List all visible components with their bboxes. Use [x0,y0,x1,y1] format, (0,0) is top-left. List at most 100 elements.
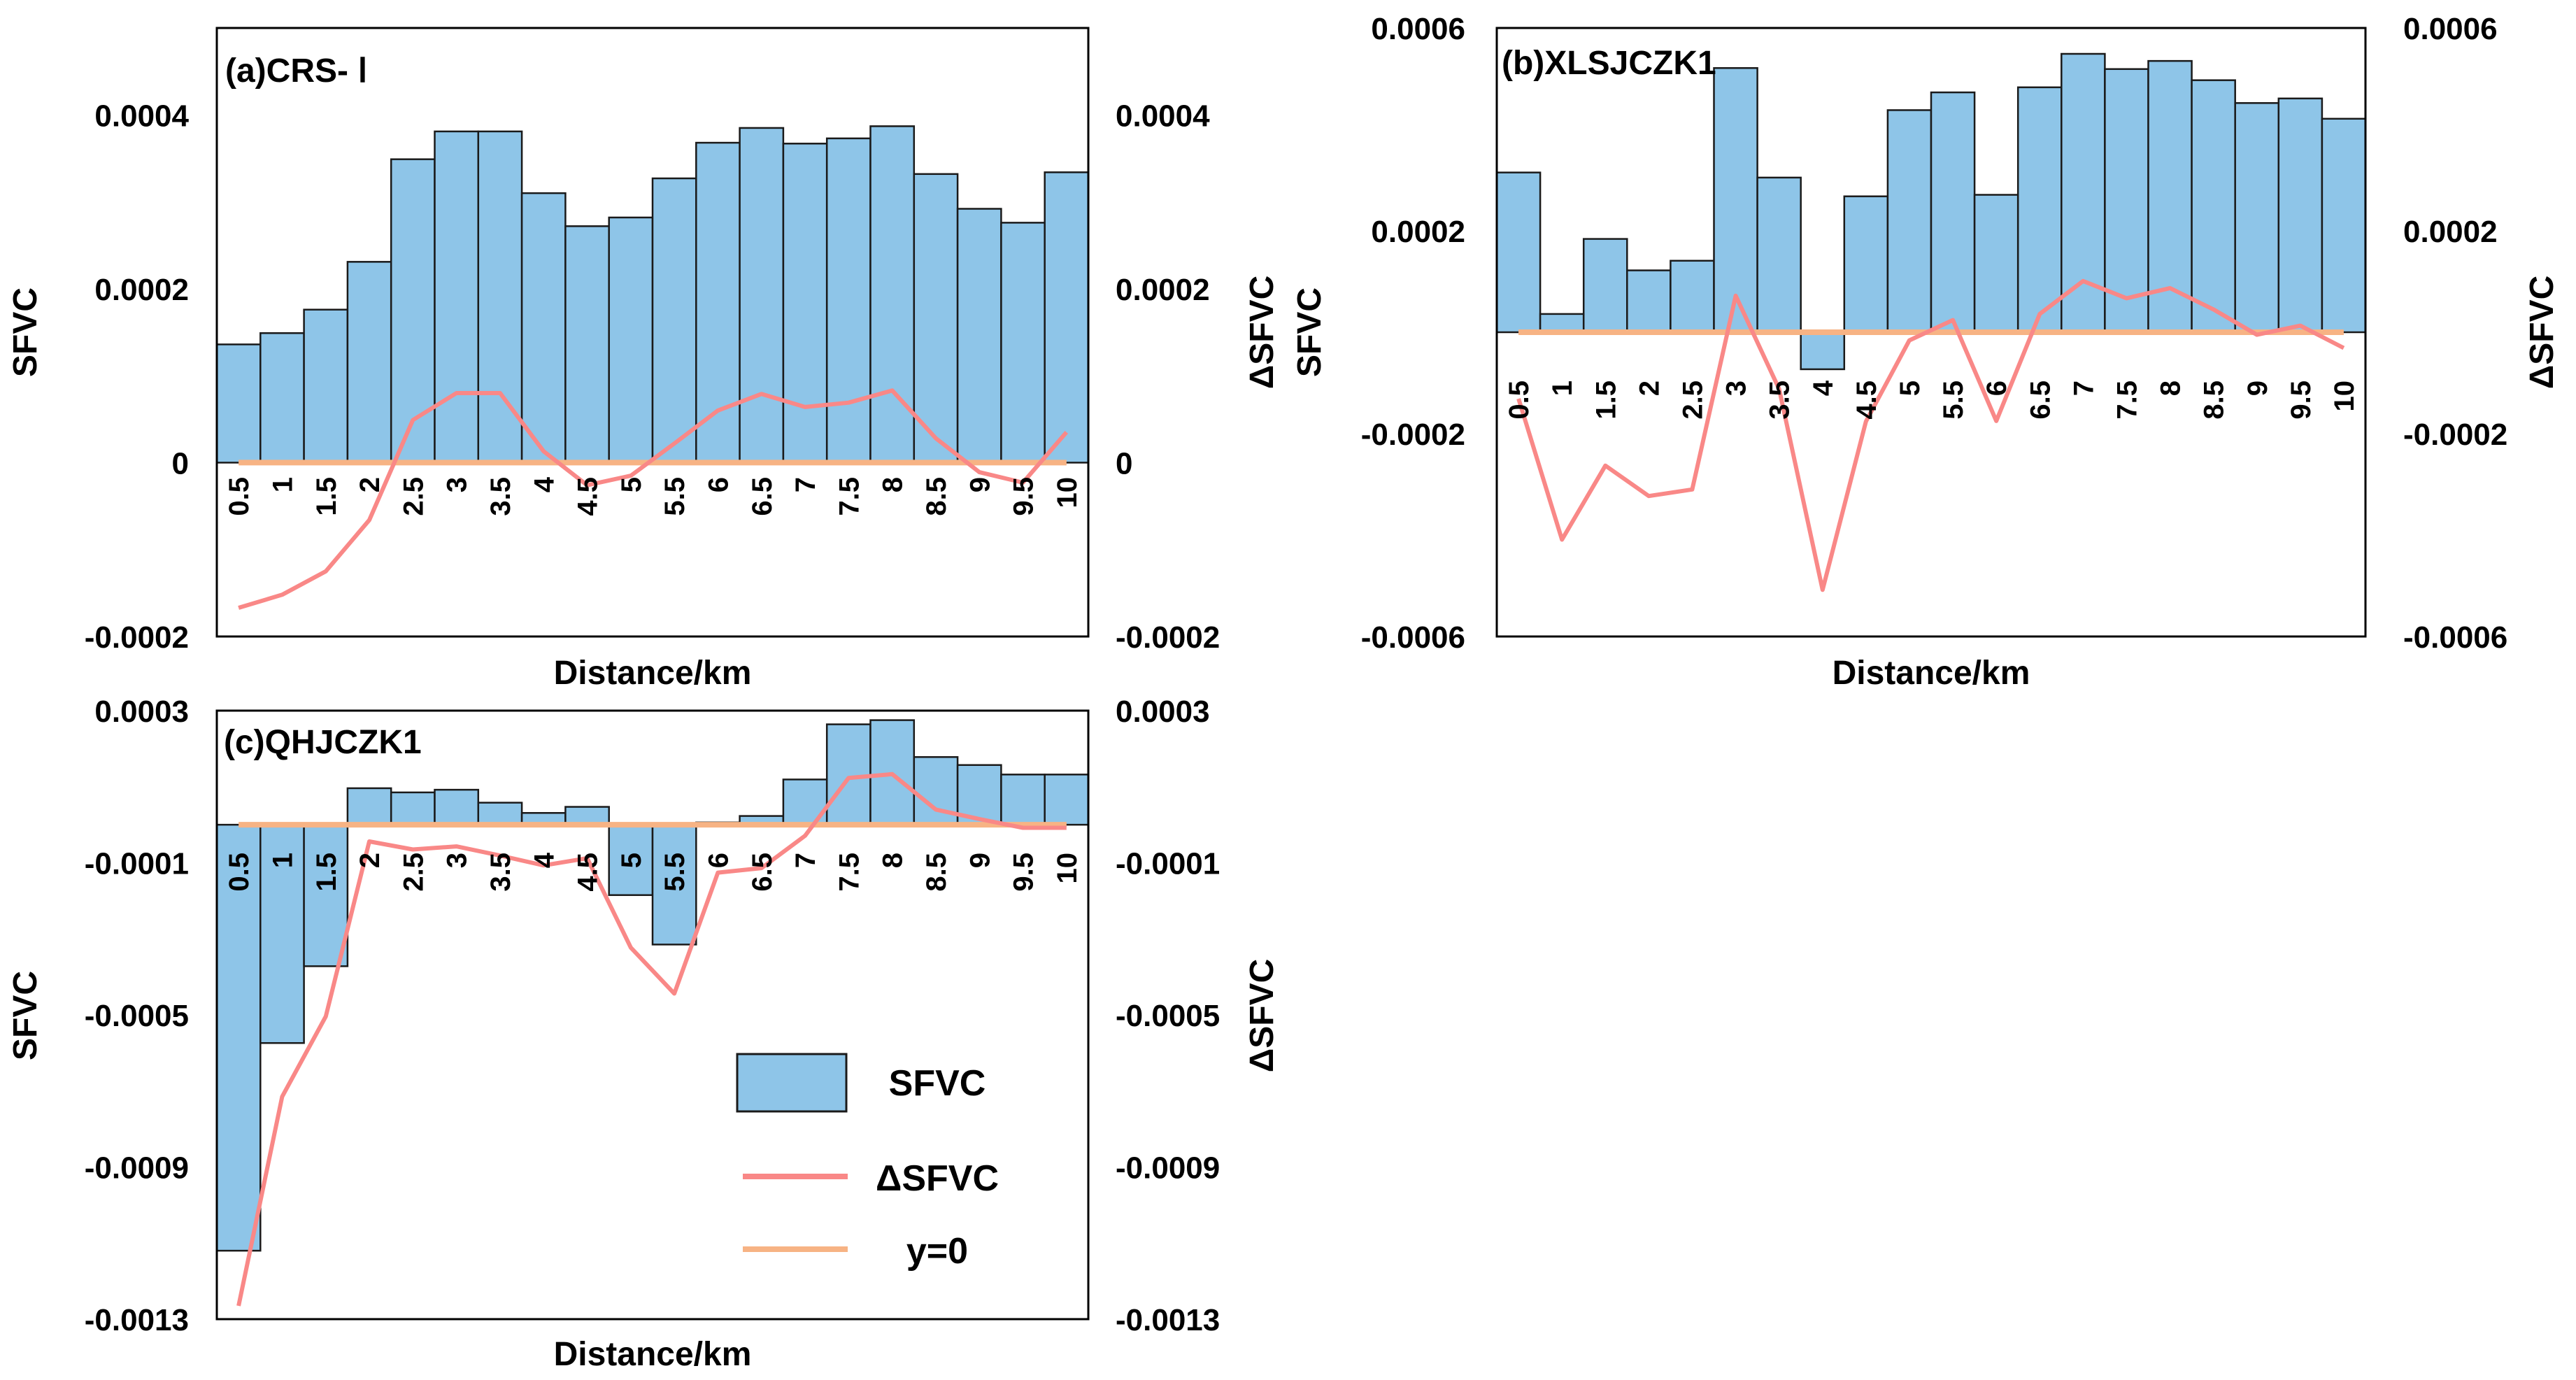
panel-c-x-tick-10: 10 [1052,853,1083,884]
panel-a-bars [215,125,1090,464]
panel-c-y-tick: -0.0009 [85,1151,189,1186]
panel-b-x-tick-6.5: 6.5 [2025,380,2056,420]
panel-b-bar-6 [1973,194,2019,334]
panel-a-x-tick-5.5: 5.5 [660,477,690,516]
panel-a-bar-0.5 [215,343,262,464]
panel-b-bar-2 [1626,269,1672,334]
panel-c-bar-0.5 [215,823,262,1252]
panel-c-x-tick-6.5: 6.5 [747,853,778,892]
panel-c-x-tick-9.5: 9.5 [1009,853,1039,892]
panel-c-y2-tick: -0.0001 [1116,847,1220,881]
panel-a-x-tick-7.5: 7.5 [834,477,864,516]
panel-b-x-tick-labels: 0.5 1 1.5 2 2.5 3 3.5 4 4.5 5 5.5 6 6.5 7 7.5 8 8.5 9 9.5 1… [1504,380,2360,419]
panel-b-bar-6.5 [2016,86,2063,334]
panel-b: 0.5 1 1.5 2 2.5 3 3.5 4 4.5 5 5.5 6 6.5 7 7.5 8 8.5 9 9.5 1… [1291,12,2561,692]
panel-a-y-tick: 0.0002 [94,273,189,307]
panel-a-bar-2 [346,261,392,464]
panel-b-x-tick-1.5: 1.5 [1591,380,1621,420]
panel-c-y-tick: -0.0001 [85,847,189,881]
panel-a-bar-3 [434,130,480,464]
panel-c-x-tick-1.5: 1.5 [311,853,342,892]
panel-c-y2-tick: -0.0005 [1116,999,1220,1033]
panel-a-y-tick: -0.0002 [85,620,189,655]
panel-a-x-tick-8: 8 [878,477,909,492]
panel-b-y-axis-label: SFVC [1291,287,1328,377]
panel-a-x-tick-9.5: 9.5 [1009,477,1039,516]
panel-a-x-tick-labels: 0.5 1 1.5 2 2.5 3 3.5 4 4.5 5 5.5 6 6.5 7 7.5 8 8.5 9 9.5 1… [224,476,1083,515]
panel-b-x-tick-3: 3 [1721,380,1752,396]
panel-c-x-tick-5: 5 [616,853,647,868]
panel-b-bar-9.5 [2277,97,2324,334]
panel-b-y2-tick: -0.0002 [2403,418,2507,452]
panel-c-x-tick-4: 4 [529,852,560,868]
legend-label-delta-sfvc: ΔSFVC [876,1158,999,1199]
panel-c: 0.5 1 1.5 2 2.5 3 3.5 4 4.5 5 5.5 6 6.5 7 7.5 8 8.5 9 9.5 1… [7,695,1281,1373]
panel-a-bar-5 [608,216,654,464]
panel-c-x-tick-labels: 0.5 1 1.5 2 2.5 3 3.5 4 4.5 5 5.5 6 6.5 7 7.5 8 8.5 9 9.5 1… [224,852,1083,891]
panel-a-x-tick-2: 2 [355,477,385,492]
panel-b-bar-5 [1886,109,1933,334]
panel-a-delta-line-group [238,388,1069,610]
panel-b-bar-2.5 [1670,259,1715,334]
panel-c-x-tick-4.5: 4.5 [573,853,604,892]
panel-c-bar-2 [346,787,392,826]
panel-a-title: (a)CRS- Ⅰ [225,52,367,90]
panel-c-bar-2.5 [390,791,436,826]
panel-b-bar-1.5 [1582,238,1628,334]
panel-a-bar-6.5 [739,127,785,464]
panel-b-bar-3.5 [1756,176,1802,334]
panel-a-y-axis-label: SFVC [7,287,44,377]
panel-b-y2-tick-labels: -0.0006 -0.0002 0.0002 0.0006 [2403,12,2507,655]
panel-b-bars [1495,52,2367,371]
panel-b-bar-8.5 [2191,79,2236,334]
panel-b-x-tick-0.5: 0.5 [1504,380,1535,420]
panel-a-x-tick-6: 6 [703,477,734,492]
panel-a-bar-1 [259,332,305,464]
panel-b-bar-4 [1800,331,1846,371]
panel-b-x-tick-9: 9 [2242,380,2273,396]
panel-a-y-tick: 0.0004 [94,99,189,133]
panel-b-x-tick-8.5: 8.5 [2199,380,2230,420]
panel-a-bar-4 [520,192,567,464]
panel-c-x-tick-7: 7 [790,853,821,868]
panel-b-bar-0.5 [1495,171,1542,334]
panel-a-y2-tick: 0.0004 [1116,99,1210,133]
panel-a-y-tick-labels: -0.0002 0 0.0002 0.0004 [85,99,190,655]
panel-c-y-tick: 0.0003 [94,695,189,729]
panel-c-x-tick-3: 3 [442,853,473,868]
legend-label-y0: y=0 [906,1231,968,1272]
panel-c-x-tick-7.5: 7.5 [834,853,864,892]
panel-a-y2-tick: 0 [1116,446,1132,481]
panel-a-bar-3.5 [477,130,523,464]
panel-a-x-tick-1: 1 [267,477,298,492]
panel-a-y2-tick: 0.0002 [1116,273,1210,307]
panel-c-x-tick-6: 6 [703,853,734,868]
panel-b-y-tick: 0.0002 [1371,215,1465,249]
panel-c-bar-1 [259,823,305,1044]
panel-a-bar-7 [782,143,828,464]
panel-a-x-tick-10: 10 [1052,477,1083,508]
panel-c-y-tick-labels: -0.0013 -0.0009 -0.0005 -0.0001 0.0003 [85,695,189,1337]
panel-b-y2-tick: 0.0006 [2403,12,2498,46]
panel-a-bar-2.5 [390,158,436,464]
panel-c-y2-tick: -0.0013 [1116,1303,1220,1337]
panel-a-bar-7.5 [825,137,871,464]
panel-c-bar-3.5 [477,802,523,826]
legend-label-sfvc: SFVC [889,1063,986,1104]
panel-c-bar-4.5 [564,806,610,826]
panel-a-x-tick-0.5: 0.5 [224,477,255,516]
panel-c-title: (c)QHJCZK1 [224,724,422,761]
panel-b-x-tick-10: 10 [2329,380,2360,412]
panel-b-x-tick-5: 5 [1895,380,1926,396]
panel-a-delta-sfvc-line [238,388,1069,610]
panel-a-x-tick-6.5: 6.5 [747,477,778,516]
panel-b-x-tick-7.5: 7.5 [2112,380,2142,420]
panel-c-x-axis-label: Distance/km [554,1336,752,1373]
panel-c-x-tick-0.5: 0.5 [224,853,255,892]
panel-a-x-tick-3: 3 [442,477,473,492]
panel-a-x-tick-2.5: 2.5 [398,477,429,516]
panel-c-x-tick-8: 8 [878,853,909,868]
panel-b-x-tick-5.5: 5.5 [1938,380,1969,420]
panel-b-bar-10 [2321,118,2367,334]
